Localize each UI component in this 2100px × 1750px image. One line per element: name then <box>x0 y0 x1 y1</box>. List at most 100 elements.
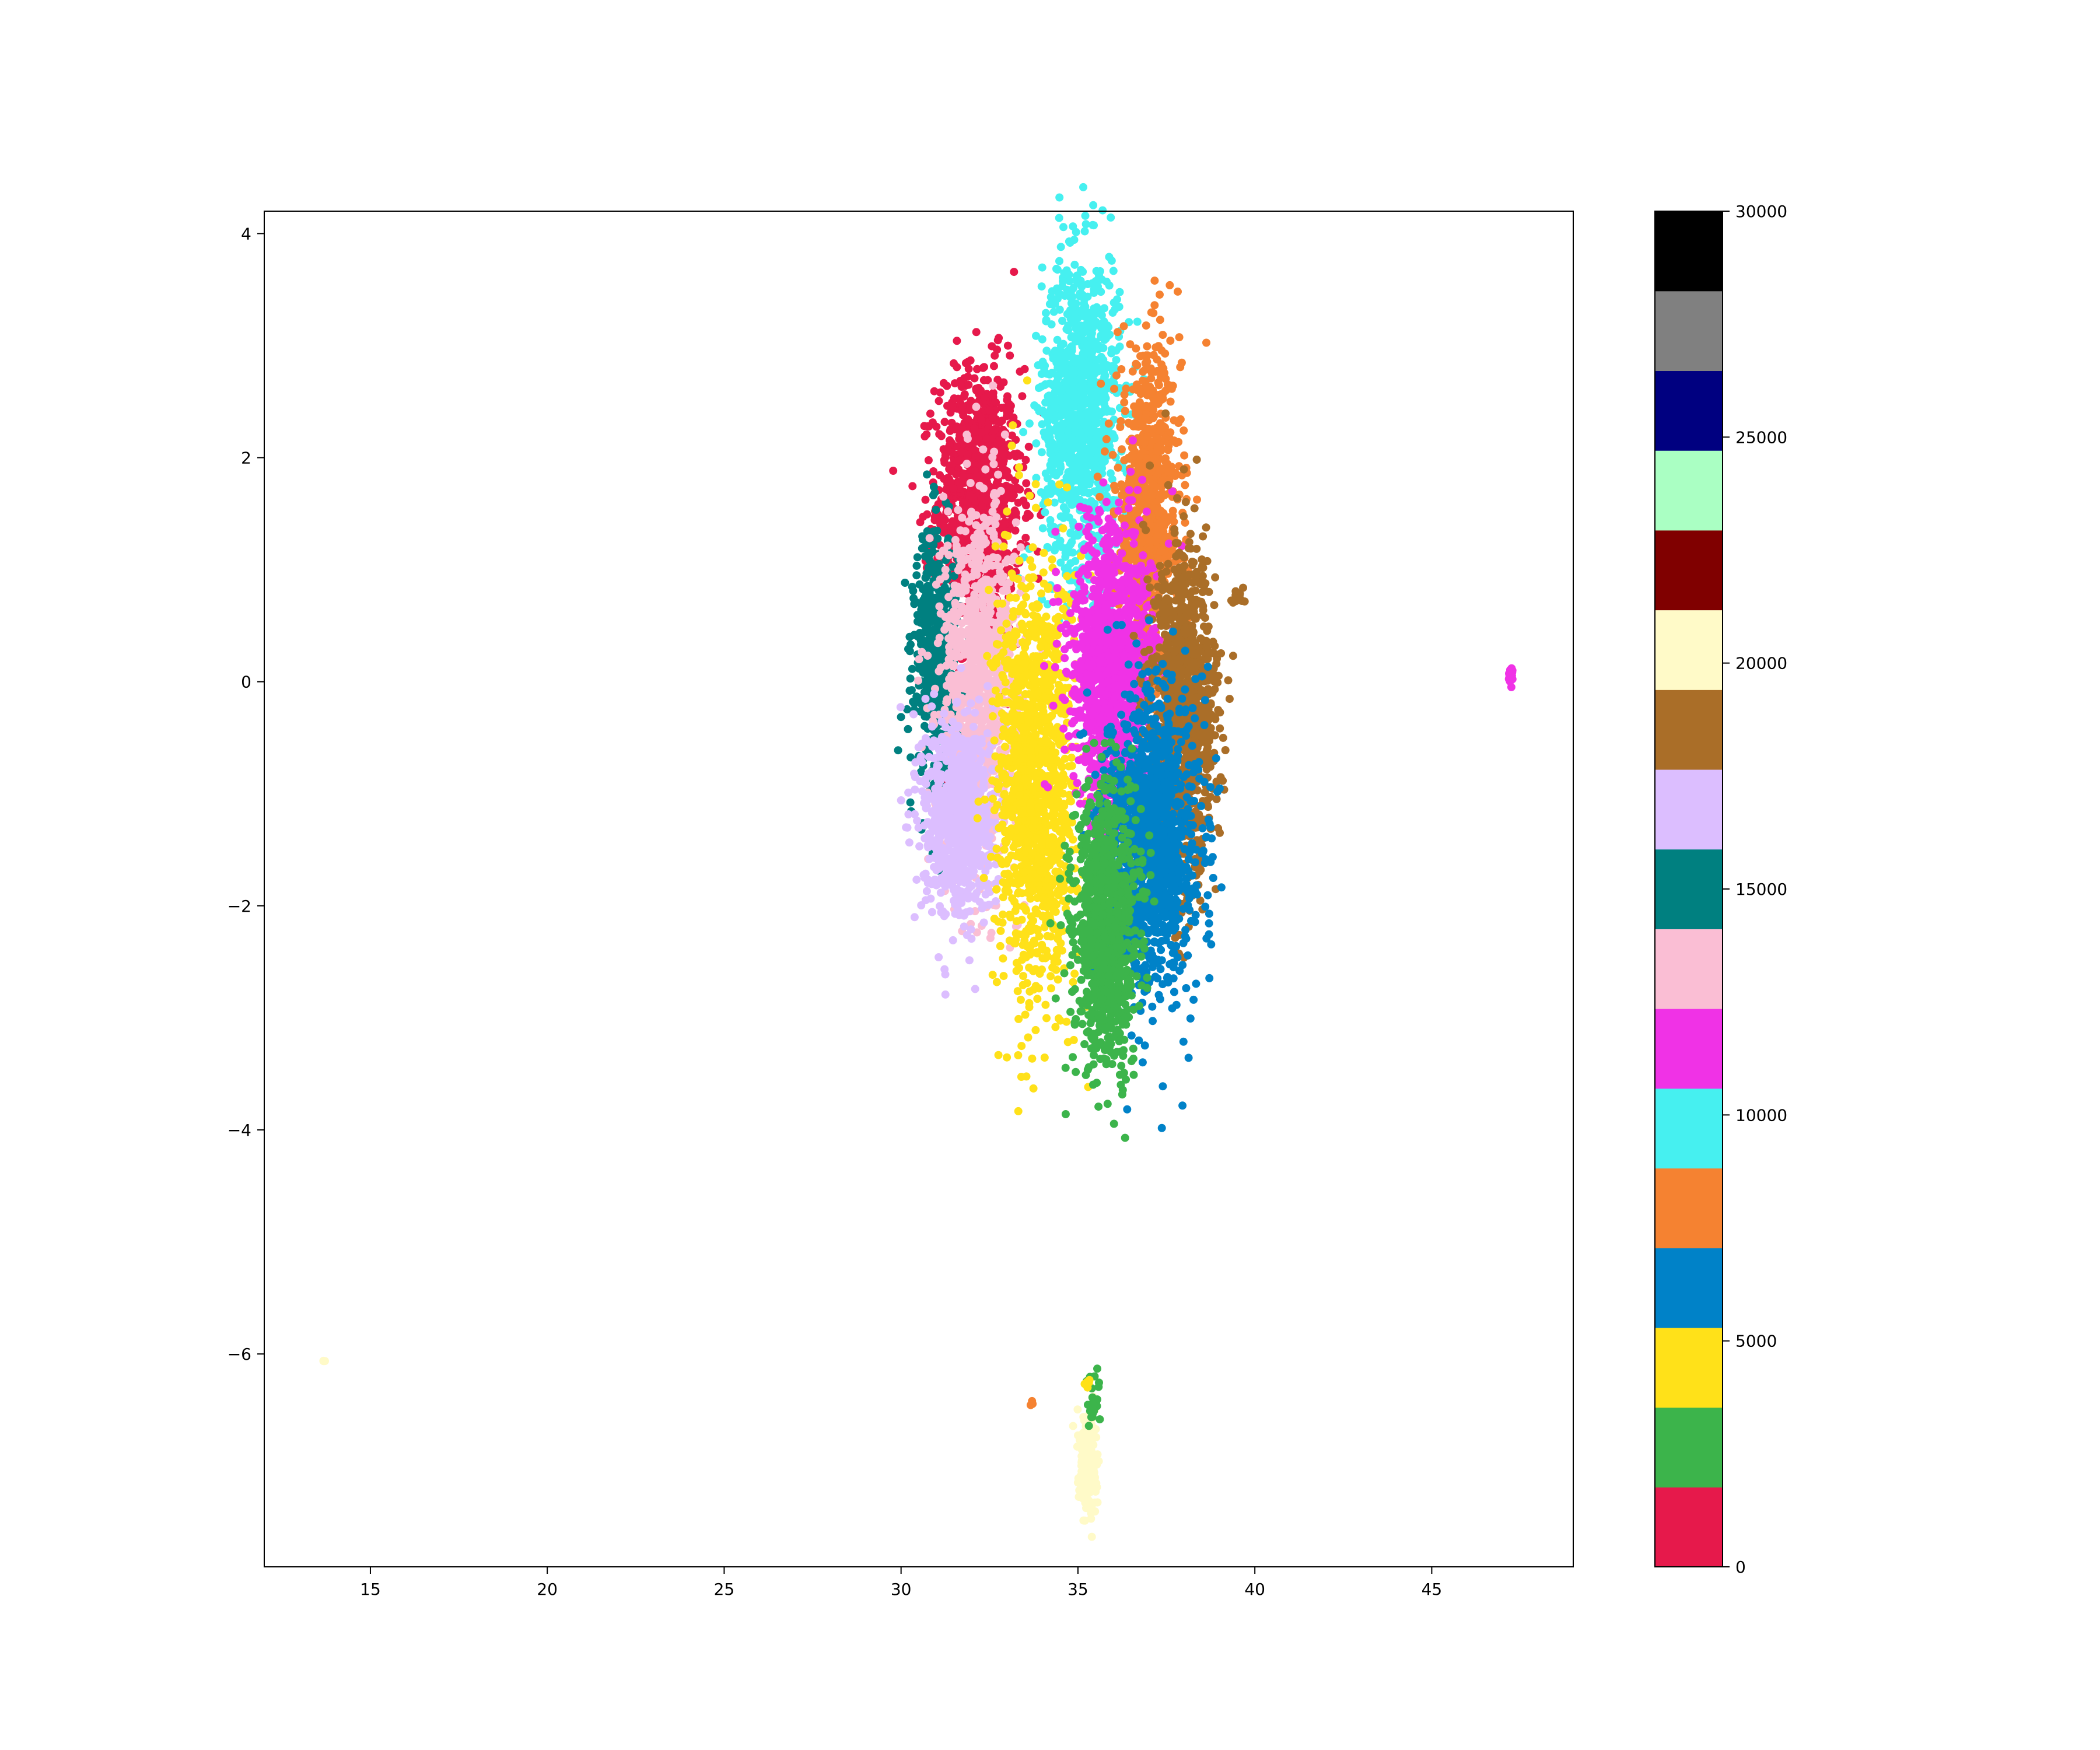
data-point <box>1046 293 1055 302</box>
data-point <box>918 619 926 628</box>
data-point <box>1115 288 1124 296</box>
data-point <box>995 436 1003 445</box>
data-point <box>1032 474 1041 482</box>
data-point <box>1102 435 1111 443</box>
data-point <box>932 506 940 514</box>
data-point <box>953 337 961 345</box>
data-point <box>957 406 966 415</box>
data-point <box>989 530 998 538</box>
data-point <box>1136 452 1144 460</box>
data-point <box>1147 368 1156 377</box>
data-point <box>961 505 970 514</box>
data-point <box>970 594 979 603</box>
data-point <box>1066 490 1075 499</box>
data-point <box>1069 284 1078 292</box>
data-point <box>963 452 972 460</box>
data-point <box>1147 308 1156 317</box>
data-point <box>972 472 981 481</box>
data-point <box>1081 470 1090 478</box>
data-point <box>954 506 963 514</box>
data-point <box>1085 436 1094 444</box>
data-point <box>941 516 950 524</box>
data-point <box>1083 292 1092 301</box>
data-point <box>1202 338 1210 347</box>
data-point <box>1065 345 1074 354</box>
data-point <box>1019 428 1028 436</box>
data-point <box>974 452 982 460</box>
data-point <box>1058 419 1067 428</box>
data-point <box>913 553 922 562</box>
data-point <box>1035 407 1044 415</box>
data-point <box>1003 392 1012 401</box>
data-point <box>989 388 998 397</box>
data-point <box>1014 498 1023 507</box>
data-point <box>1077 309 1086 318</box>
data-point <box>912 571 921 580</box>
data-point <box>1049 307 1058 316</box>
data-point <box>936 663 945 672</box>
data-point <box>1090 289 1098 297</box>
data-point <box>1003 341 1012 350</box>
data-point <box>1141 413 1150 422</box>
data-point <box>1149 414 1157 422</box>
data-point <box>915 655 923 664</box>
data-point <box>1139 351 1147 360</box>
data-point <box>1090 221 1098 230</box>
data-point <box>928 628 936 637</box>
data-point <box>972 551 981 560</box>
data-point <box>972 521 981 530</box>
data-point <box>1056 512 1065 521</box>
data-point <box>957 383 966 391</box>
data-point <box>974 643 982 652</box>
data-point <box>914 676 922 685</box>
data-point <box>1113 328 1122 337</box>
data-point <box>1076 289 1084 298</box>
data-point <box>1056 243 1065 251</box>
data-point <box>981 465 990 474</box>
data-point <box>928 702 936 711</box>
data-point <box>908 482 917 491</box>
data-point <box>1069 385 1078 394</box>
data-point <box>929 467 938 475</box>
data-point <box>1094 345 1102 354</box>
data-point <box>932 422 941 431</box>
data-point <box>1143 432 1152 441</box>
data-point <box>999 586 1007 595</box>
data-point <box>1086 446 1094 455</box>
data-point <box>914 611 922 620</box>
data-point <box>1153 457 1162 466</box>
data-point <box>1069 222 1077 231</box>
data-point <box>1152 526 1161 534</box>
data-point <box>1107 256 1116 265</box>
data-point <box>989 460 998 468</box>
data-point <box>1059 446 1068 454</box>
data-point <box>983 729 992 737</box>
data-point <box>1116 417 1125 425</box>
data-point <box>1043 474 1052 482</box>
data-point <box>1053 335 1062 344</box>
data-point <box>923 470 932 479</box>
data-point <box>1052 264 1060 273</box>
data-point <box>923 652 932 660</box>
data-point <box>1134 409 1143 418</box>
data-point <box>1180 451 1189 460</box>
data-point <box>1050 416 1059 425</box>
data-point <box>1003 467 1012 475</box>
data-point <box>955 485 964 493</box>
data-point <box>1077 331 1086 340</box>
data-point <box>1054 288 1062 296</box>
data-point <box>925 534 934 542</box>
data-point <box>964 372 972 381</box>
data-point <box>1126 340 1135 349</box>
data-point <box>915 580 924 589</box>
data-point <box>1083 476 1091 485</box>
data-point <box>1067 414 1076 422</box>
data-point <box>1096 492 1104 501</box>
data-point <box>949 484 958 493</box>
data-point <box>958 472 967 481</box>
data-point <box>957 447 965 456</box>
data-point <box>980 393 989 402</box>
data-point <box>1058 407 1067 415</box>
data-point <box>1075 444 1084 453</box>
data-point <box>1117 365 1126 373</box>
